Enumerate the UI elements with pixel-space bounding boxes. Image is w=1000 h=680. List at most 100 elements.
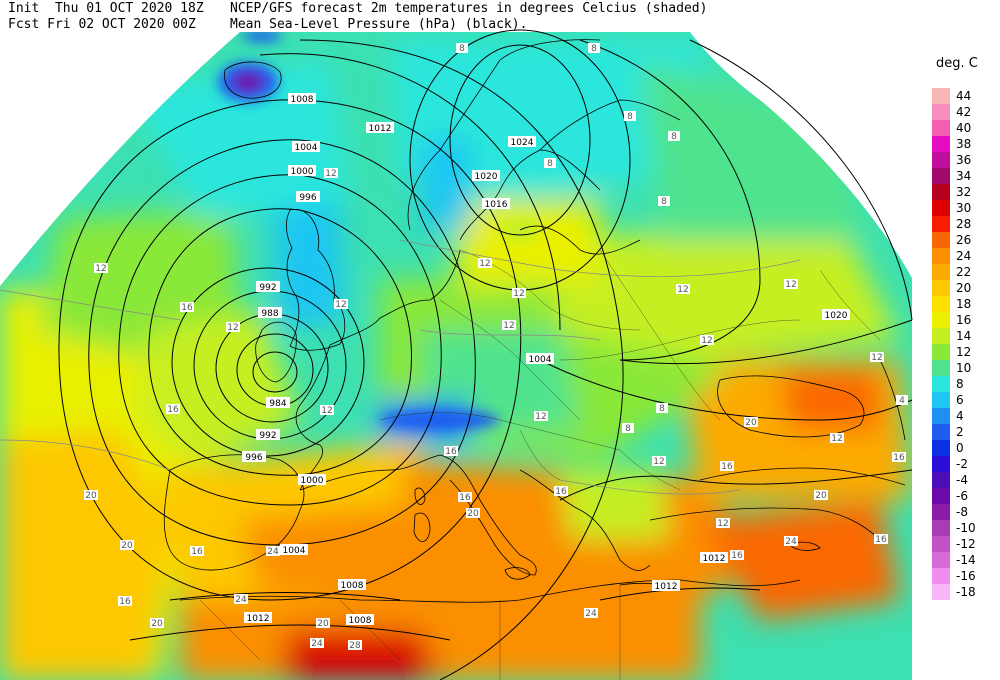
temperature-label: 16 — [190, 546, 204, 557]
svg-text:4: 4 — [899, 396, 905, 406]
temperature-label: 8 — [656, 403, 668, 414]
svg-text:12: 12 — [831, 434, 842, 444]
temperature-label: 16 — [874, 534, 888, 545]
legend-swatch — [932, 424, 950, 440]
temperature-label: 8 — [456, 43, 468, 54]
pressure-label: 1008 — [288, 93, 316, 105]
svg-text:8: 8 — [459, 44, 465, 54]
svg-text:16: 16 — [555, 487, 567, 497]
temperature-label: 16 — [166, 404, 180, 415]
map-header: Init Thu 01 OCT 2020 18Z NCEP/GFS foreca… — [0, 0, 920, 34]
temperature-legend: deg. C 44 42 40 38 36 34 32 30 28 26 24 22 20 18 16 14 1… — [928, 56, 1000, 600]
svg-text:20: 20 — [121, 541, 133, 551]
legend-entry: -10 — [932, 520, 1000, 536]
pressure-label: 992 — [256, 281, 280, 293]
legend-label: 30 — [956, 201, 972, 215]
temperature-label: 12 — [320, 405, 334, 416]
temperature-label: 24 — [266, 546, 280, 557]
pressure-label: 1012 — [652, 580, 680, 592]
svg-text:12: 12 — [513, 289, 524, 299]
svg-text:20: 20 — [467, 509, 479, 519]
svg-text:20: 20 — [151, 619, 163, 629]
legend-swatch — [932, 408, 950, 424]
legend-title: deg. C — [936, 56, 978, 71]
temperature-label: 12 — [870, 352, 884, 363]
temperature-label: 8 — [544, 158, 556, 169]
legend-entry: -18 — [932, 584, 1000, 600]
temperature-label: 20 — [150, 618, 164, 629]
legend-entry: -12 — [932, 536, 1000, 552]
svg-text:24: 24 — [585, 609, 597, 619]
legend-entry: 18 — [932, 296, 1000, 312]
legend-swatch — [932, 360, 950, 376]
temperature-label: 24 — [310, 638, 324, 649]
legend-label: 10 — [956, 361, 972, 375]
legend-entry: -4 — [932, 472, 1000, 488]
legend-entry: 14 — [932, 328, 1000, 344]
product-subtitle: Mean Sea-Level Pressure (hPa) (black). — [230, 17, 528, 32]
svg-text:20: 20 — [815, 491, 827, 501]
legend-entry: -16 — [932, 568, 1000, 584]
svg-text:992: 992 — [259, 283, 276, 293]
legend-entry: 30 — [932, 200, 1000, 216]
legend-entry: 20 — [932, 280, 1000, 296]
temperature-label: 16 — [458, 492, 472, 503]
legend-swatch — [932, 488, 950, 504]
svg-text:12: 12 — [653, 457, 664, 467]
legend-label: -2 — [956, 457, 968, 471]
legend-entry: 0 — [932, 440, 1000, 456]
svg-text:8: 8 — [671, 132, 677, 142]
legend-swatch — [932, 264, 950, 280]
temperature-label: 12 — [784, 279, 798, 290]
svg-text:12: 12 — [321, 406, 332, 416]
temperature-label: 8 — [622, 423, 634, 434]
legend-entry: 12 — [932, 344, 1000, 360]
pressure-label: 992 — [256, 429, 280, 441]
svg-text:16: 16 — [459, 493, 471, 503]
svg-text:1024: 1024 — [511, 138, 534, 148]
legend-label: 32 — [956, 185, 972, 199]
temperature-label: 16 — [180, 302, 194, 313]
temperature-label: 8 — [588, 43, 600, 54]
legend-swatch — [932, 440, 950, 456]
legend-entry: 32 — [932, 184, 1000, 200]
temperature-contours — [0, 239, 801, 495]
svg-text:16: 16 — [893, 453, 905, 463]
temperature-label: 8 — [658, 196, 670, 207]
pressure-label: 984 — [266, 397, 290, 409]
legend-label: 38 — [956, 137, 972, 151]
temperature-label: 20 — [744, 417, 758, 428]
svg-text:12: 12 — [503, 321, 514, 331]
temperature-label: 16 — [730, 550, 744, 561]
pressure-label: 996 — [296, 191, 320, 203]
legend-entry: 4 — [932, 408, 1000, 424]
temperature-label: 28 — [348, 640, 362, 651]
temperature-label: 16 — [892, 452, 906, 463]
svg-text:16: 16 — [191, 547, 203, 557]
svg-text:12: 12 — [479, 259, 490, 269]
svg-text:1008: 1008 — [341, 581, 364, 591]
svg-text:8: 8 — [591, 44, 597, 54]
legend-swatch — [932, 216, 950, 232]
temperature-label: 24 — [784, 536, 798, 547]
svg-text:16: 16 — [445, 447, 457, 457]
svg-text:24: 24 — [235, 595, 247, 605]
legend-label: 28 — [956, 217, 972, 231]
svg-text:1012: 1012 — [247, 614, 270, 624]
legend-label: 24 — [956, 249, 972, 263]
legend-swatch — [932, 312, 950, 328]
legend-swatch — [932, 344, 950, 360]
legend-label: 40 — [956, 121, 972, 135]
legend-entry: 26 — [932, 232, 1000, 248]
temperature-label: 20 — [316, 618, 330, 629]
temperature-label: 12 — [830, 433, 844, 444]
legend-swatch — [932, 136, 950, 152]
svg-text:12: 12 — [871, 353, 882, 363]
legend-entry: 2 — [932, 424, 1000, 440]
pressure-label: 1008 — [338, 579, 366, 591]
temperature-label: 20 — [120, 540, 134, 551]
svg-text:1020: 1020 — [825, 311, 848, 321]
legend-entry: 40 — [932, 120, 1000, 136]
pressure-label: 1008 — [346, 614, 374, 626]
legend-entry: 44 — [932, 88, 1000, 104]
